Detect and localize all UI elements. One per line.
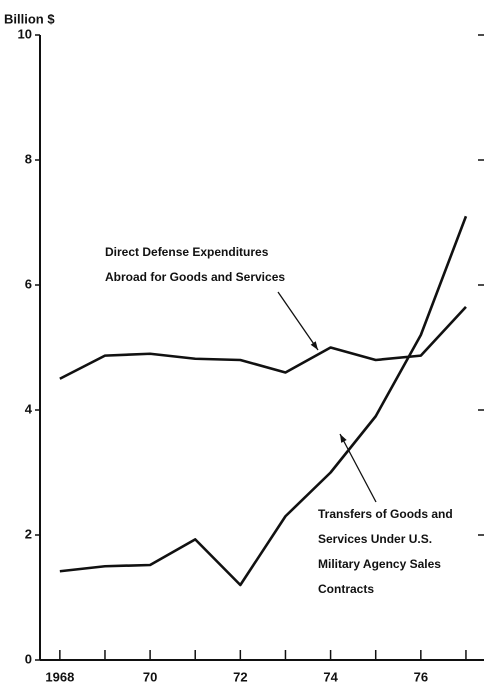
x-tick-label: 72: [233, 669, 247, 684]
arrow-head: [310, 341, 318, 350]
series-line: [59, 215, 468, 587]
annotation-text: Transfers of Goods and: [318, 507, 453, 521]
series-line: [59, 305, 467, 380]
annotation-arrow: [277, 291, 319, 351]
annotation-text: Abroad for Goods and Services: [105, 270, 285, 284]
y-tick-label: 2: [25, 526, 32, 541]
annotation-text: Contracts: [318, 582, 374, 596]
y-tick-label: 4: [25, 401, 33, 416]
y-tick-label: 8: [25, 151, 32, 166]
x-tick-label: 1968: [45, 669, 74, 684]
y-tick-label: 10: [18, 26, 32, 41]
x-tick-label: 70: [143, 669, 157, 684]
annotation-text: Direct Defense Expenditures: [105, 245, 269, 259]
y-axis-label: Billion $: [4, 11, 55, 26]
y-tick-label: 0: [25, 651, 32, 666]
x-tick-label: 74: [323, 669, 338, 684]
annotation-text: Services Under U.S.: [318, 532, 432, 546]
x-tick-label: 76: [414, 669, 428, 684]
y-tick-label: 6: [25, 276, 32, 291]
arrow-head: [340, 434, 347, 443]
annotation-arrow: [339, 433, 377, 503]
annotation-text: Military Agency Sales: [318, 557, 441, 571]
